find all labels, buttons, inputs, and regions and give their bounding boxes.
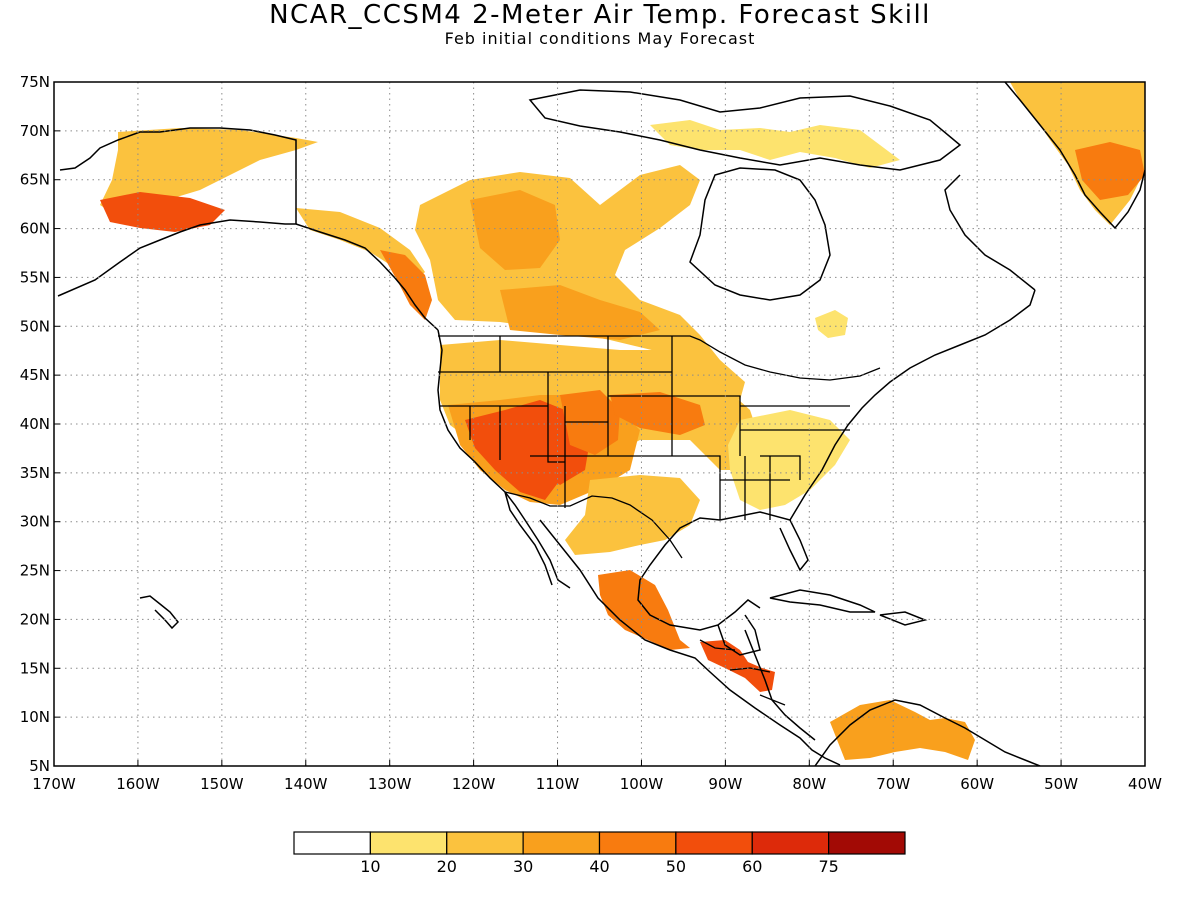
lat-tick-label: 30N bbox=[20, 513, 50, 531]
lon-tick-label: 80W bbox=[792, 775, 826, 793]
colorbar-label: 40 bbox=[589, 857, 609, 876]
canada-us-border bbox=[438, 335, 881, 381]
lon-tick-label: 60W bbox=[960, 775, 994, 793]
lon-tick-label: 140W bbox=[284, 775, 328, 793]
skill-region-southeast-us bbox=[728, 410, 850, 510]
gulf-coast bbox=[637, 517, 761, 631]
colorbar-label: 10 bbox=[360, 857, 380, 876]
arctic-islands bbox=[528, 89, 962, 171]
lat-tick-label: 40N bbox=[20, 415, 50, 433]
colorbar-swatch bbox=[522, 831, 601, 855]
coastlines bbox=[57, 82, 1145, 766]
skill-region-western-canada-core bbox=[470, 190, 560, 270]
lat-tick-label: 65N bbox=[20, 171, 50, 189]
skill-region-prairies bbox=[500, 285, 660, 340]
colorbar-label: 50 bbox=[666, 857, 686, 876]
lon-tick-label: 50W bbox=[1044, 775, 1078, 793]
skill-fields bbox=[100, 82, 1145, 760]
lon-tick-label: 40W bbox=[1128, 775, 1162, 793]
lon-tick-label: 110W bbox=[536, 775, 580, 793]
colorbar-swatch bbox=[751, 831, 830, 855]
lon-tick-label: 160W bbox=[116, 775, 160, 793]
lat-tick-label: 45N bbox=[20, 366, 50, 384]
cuba bbox=[769, 589, 876, 613]
lon-tick-label: 150W bbox=[200, 775, 244, 793]
baja bbox=[504, 491, 553, 586]
florida bbox=[719, 511, 809, 572]
hispaniola bbox=[879, 611, 928, 626]
lat-tick-label: 75N bbox=[20, 73, 50, 91]
colorbar-swatch bbox=[828, 831, 906, 855]
skill-region-central-mexico bbox=[598, 570, 690, 650]
graticule bbox=[54, 82, 1145, 766]
colorbar-swatch bbox=[293, 831, 371, 855]
lon-tick-label: 120W bbox=[452, 775, 496, 793]
east-coast bbox=[789, 289, 1036, 521]
lat-tick-label: 70N bbox=[20, 122, 50, 140]
us-mexico-border bbox=[504, 491, 683, 559]
pacific-coast bbox=[437, 329, 571, 589]
skill-region-hudson-bay-patch bbox=[815, 310, 848, 338]
skill-region-arctic-islands bbox=[650, 120, 900, 168]
lat-tick-label: 60N bbox=[20, 220, 50, 238]
colorbar-swatch bbox=[598, 831, 677, 855]
skill-region-caribbean-south-america bbox=[830, 700, 975, 760]
colorbar-legend: 10 20 30 40 50 60 75 bbox=[293, 831, 906, 876]
colorbar-label: 75 bbox=[818, 857, 838, 876]
colorbar-label: 60 bbox=[742, 857, 762, 876]
skill-region-bc-coast bbox=[380, 250, 432, 320]
yucatan bbox=[717, 614, 761, 656]
lat-tick-label: 35N bbox=[20, 464, 50, 482]
greenland bbox=[1004, 82, 1145, 230]
lat-tick-label: 15N bbox=[20, 659, 50, 677]
state-lines bbox=[438, 336, 850, 520]
colorbar-swatch bbox=[675, 831, 753, 855]
lon-tick-label: 130W bbox=[368, 775, 412, 793]
lat-tick-label: 55N bbox=[20, 268, 50, 286]
skill-region-arizona-core bbox=[465, 410, 560, 500]
map-title: NCAR_CCSM4 2-Meter Air Temp. Forecast Sk… bbox=[269, 0, 931, 30]
skill-region-alaska-southwest bbox=[100, 192, 225, 232]
alaska-north-coast bbox=[59, 127, 297, 224]
map-subtitle: Feb initial conditions May Forecast bbox=[444, 29, 756, 48]
lat-tick-label: 25N bbox=[20, 562, 50, 580]
lat-tick-label: 20N bbox=[20, 610, 50, 628]
lat-tick-label: 5N bbox=[29, 757, 50, 775]
axis-ticks: 75N 70N 65N 60N 55N 50N 45N 40N 35N 30N 25N 20N 15N 1… bbox=[20, 73, 1162, 793]
lon-tick-label: 90W bbox=[708, 775, 742, 793]
central-america-borders bbox=[699, 639, 786, 706]
lon-tick-label: 170W bbox=[32, 775, 76, 793]
colorbar-swatch bbox=[446, 831, 524, 855]
alaska-coast bbox=[57, 219, 439, 331]
skill-region-greenland-core bbox=[1075, 142, 1145, 200]
mexico-pacific bbox=[539, 519, 841, 766]
colorbar-label: 20 bbox=[437, 857, 457, 876]
lat-tick-label: 50N bbox=[20, 317, 50, 335]
hudson-bay bbox=[689, 167, 831, 301]
political-borders bbox=[438, 335, 881, 706]
lat-tick-label: 10N bbox=[20, 708, 50, 726]
skill-region-central-america bbox=[700, 640, 775, 692]
colorbar-label: 30 bbox=[513, 857, 533, 876]
lon-tick-label: 70W bbox=[876, 775, 910, 793]
lon-tick-label: 100W bbox=[620, 775, 664, 793]
labrador bbox=[944, 174, 1036, 291]
colorbar-swatch bbox=[369, 831, 448, 855]
hawaii bbox=[139, 595, 180, 630]
south-america bbox=[814, 699, 1041, 766]
